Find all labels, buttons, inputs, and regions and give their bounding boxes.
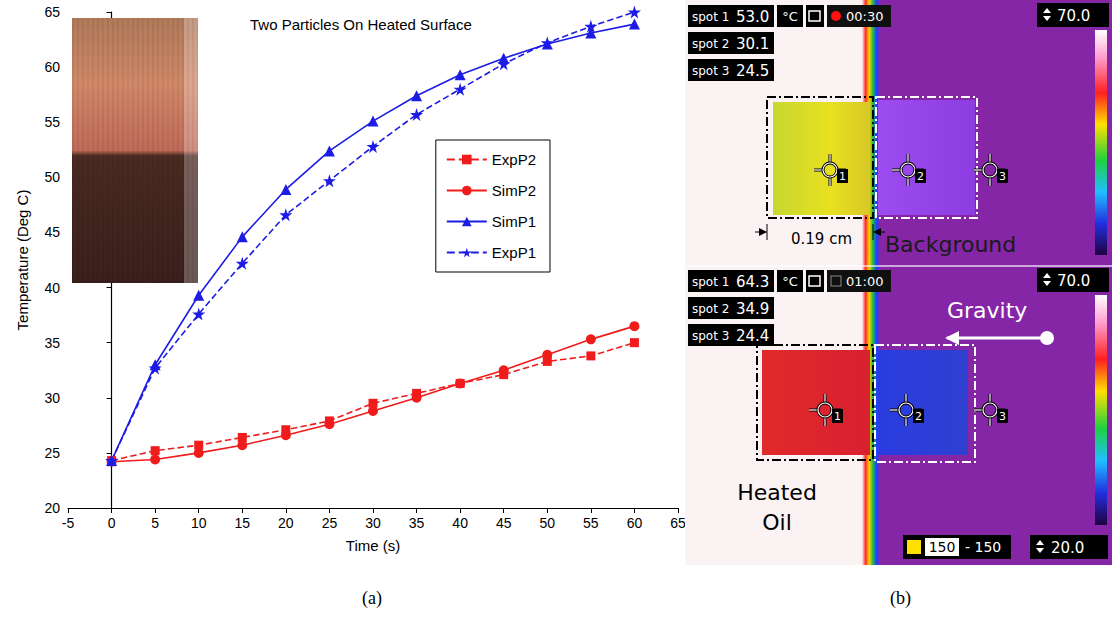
- svg-text:3: 3: [999, 410, 1006, 423]
- svg-text:Heated: Heated: [737, 480, 817, 505]
- svg-text:70.0: 70.0: [1057, 7, 1090, 25]
- svg-text:01:00: 01:00: [846, 274, 883, 289]
- svg-text:53.0: 53.0: [736, 8, 769, 26]
- svg-text:spot 1: spot 1: [692, 275, 729, 289]
- svg-text:45: 45: [44, 224, 60, 240]
- svg-text:20.0: 20.0: [1051, 539, 1084, 557]
- svg-text:SimP1: SimP1: [492, 213, 536, 230]
- svg-text:Oil: Oil: [762, 510, 792, 535]
- svg-text:2: 2: [917, 170, 924, 183]
- svg-text:65: 65: [44, 4, 60, 20]
- svg-text:spot 3: spot 3: [692, 64, 729, 78]
- svg-text:2: 2: [915, 410, 922, 423]
- svg-text:ExpP2: ExpP2: [492, 151, 536, 168]
- svg-text:64.3: 64.3: [736, 273, 769, 291]
- svg-text:-5: -5: [62, 515, 75, 531]
- svg-text:35: 35: [409, 515, 425, 531]
- svg-text:30.1: 30.1: [736, 35, 769, 53]
- svg-text:25: 25: [44, 445, 60, 461]
- svg-text:30: 30: [365, 515, 381, 531]
- svg-text:20: 20: [44, 500, 60, 516]
- svg-text:Two Particles On Heated Surfac: Two Particles On Heated Surface: [250, 16, 472, 33]
- svg-text:spot 2: spot 2: [692, 37, 729, 51]
- svg-text:spot 3: spot 3: [692, 329, 729, 343]
- svg-text:0: 0: [108, 515, 116, 531]
- svg-text:ExpP1: ExpP1: [492, 244, 536, 261]
- svg-text:70.0: 70.0: [1057, 272, 1090, 290]
- svg-text:55: 55: [44, 114, 60, 130]
- svg-text:20: 20: [278, 515, 294, 531]
- svg-text:60: 60: [44, 59, 60, 75]
- svg-text:spot 1: spot 1: [692, 10, 729, 24]
- svg-text:10: 10: [191, 515, 207, 531]
- svg-text:Background: Background: [885, 232, 1016, 257]
- svg-text:3: 3: [999, 170, 1006, 183]
- html-text:(a): (a): [362, 588, 382, 608]
- svg-text:°C: °C: [782, 274, 798, 289]
- svg-text:1: 1: [834, 410, 841, 423]
- svg-text:- 150: - 150: [965, 539, 1001, 555]
- svg-text:40: 40: [452, 515, 468, 531]
- svg-text:60: 60: [627, 515, 643, 531]
- svg-text:34.9: 34.9: [736, 300, 769, 318]
- svg-text:0.19 cm: 0.19 cm: [791, 230, 852, 248]
- svg-text:SimP2: SimP2: [492, 182, 536, 199]
- svg-text:24.5: 24.5: [736, 62, 769, 80]
- svg-text:Gravity: Gravity: [947, 298, 1027, 323]
- svg-text:40: 40: [44, 280, 60, 296]
- svg-text:30: 30: [44, 390, 60, 406]
- svg-text:55: 55: [583, 515, 599, 531]
- svg-text:45: 45: [496, 515, 512, 531]
- svg-text:25: 25: [322, 515, 338, 531]
- svg-text:5: 5: [151, 515, 159, 531]
- svg-text:15: 15: [234, 515, 250, 531]
- svg-text:50: 50: [539, 515, 555, 531]
- svg-text:Temperature (Deg C): Temperature (Deg C): [14, 190, 31, 331]
- svg-text:1: 1: [839, 170, 846, 183]
- svg-text:°C: °C: [782, 9, 798, 24]
- svg-text:24.4: 24.4: [736, 327, 769, 345]
- html-text:(b): (b): [890, 588, 911, 608]
- svg-text:35: 35: [44, 335, 60, 351]
- svg-text:Time (s): Time (s): [346, 537, 400, 554]
- svg-text:150: 150: [929, 539, 956, 555]
- svg-text:50: 50: [44, 169, 60, 185]
- svg-text:65: 65: [670, 515, 686, 531]
- svg-text:00:30: 00:30: [846, 9, 883, 24]
- svg-text:spot 2: spot 2: [692, 302, 729, 316]
